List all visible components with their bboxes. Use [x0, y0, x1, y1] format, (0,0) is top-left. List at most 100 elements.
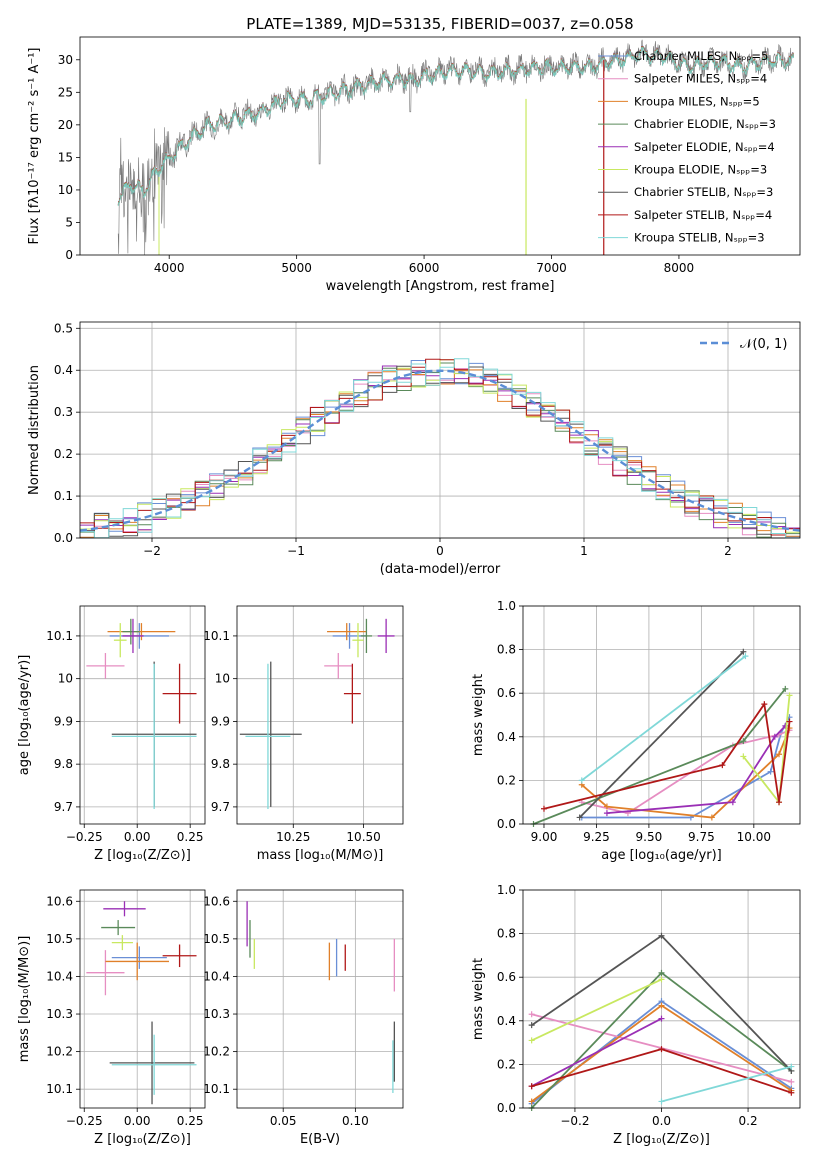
residuals-yticklabel-1: 0.1	[54, 489, 73, 503]
spectrum-legend-label-5: Kroupa ELODIE, Nₛₚₚ=3	[634, 163, 767, 177]
spectrum-yticklabel-2: 10	[58, 183, 73, 197]
residuals-yticklabel-3: 0.3	[54, 405, 73, 419]
weight-vs-age-marker-7-0	[540, 805, 547, 812]
age-vs-Z-xticklabel-0: −0.25	[66, 830, 103, 844]
mass-vs-Z-yticklabel-1: 10.2	[46, 1045, 73, 1059]
age-vs-mass-yticklabel-4: 10.1	[203, 629, 230, 643]
spectrum-yticklabel-6: 30	[58, 53, 73, 67]
weight-vs-Z-marker-6-0	[528, 1022, 535, 1029]
age-vs-Z-axes	[76, 606, 205, 828]
residuals-frame	[79, 321, 801, 539]
weight-vs-age-marker-5-2	[786, 692, 793, 699]
mass-vs-ebv-yticklabel-4: 10.5	[203, 932, 230, 946]
weight-vs-Z-xticklabel-0: −0.2	[560, 1114, 589, 1128]
mass-vs-Z-yticklabel-5: 10.6	[46, 894, 73, 908]
weight-vs-age-yticklabel-4: 0.8	[497, 643, 516, 657]
weight-vs-age-marker-6-0	[576, 814, 583, 821]
weight-vs-age-marker-4-0	[603, 810, 610, 817]
age-vs-mass-xlabel: mass [log₁₀(M/M⊙)]	[257, 848, 384, 863]
spectrum-yticklabel-0: 0	[65, 248, 73, 262]
age-vs-mass-xticklabel-1: 10.50	[346, 830, 380, 844]
residuals-yticklabel-2: 0.2	[54, 447, 73, 461]
weight-vs-Z-xticklabel-2: 0.2	[739, 1114, 758, 1128]
residuals-xlabel: (data-model)/error	[380, 562, 501, 577]
weight-vs-Z-marker-7-0	[528, 1083, 535, 1090]
residuals-xticklabel-4: 2	[724, 544, 732, 558]
mass-vs-Z-xlabel: Z [log₁₀(Z/Z⊙)]	[94, 1132, 191, 1147]
weight-vs-age-marker-7-1	[719, 762, 726, 769]
mass-vs-ebv-yticklabel-3: 10.4	[203, 969, 230, 983]
mass-vs-Z-yticklabel-2: 10.3	[46, 1007, 73, 1021]
weight-vs-age-frame	[522, 605, 801, 825]
weight-vs-age-marker-6-1	[740, 648, 747, 655]
weight-vs-Z-marker-5-0	[528, 1037, 535, 1044]
mass-vs-Z-xticklabel-1: 0.00	[124, 1114, 151, 1128]
weight-vs-Z-yticklabel-1: 0.2	[497, 1057, 516, 1071]
spectrum-yticklabel-3: 15	[58, 150, 73, 164]
weight-vs-age-marker-2-3	[776, 751, 783, 758]
weight-vs-age-xlabel: age [log₁₀(age/yr)]	[601, 848, 722, 863]
weight-vs-Z-marker-1-1	[788, 1078, 795, 1085]
weight-vs-age-xticklabel-4: 10.00	[737, 830, 771, 844]
weight-vs-Z-ylabel: mass weight	[471, 958, 486, 1040]
spectrum-legend-label-4: Salpeter ELODIE, Nₛₚₚ=4	[634, 140, 775, 154]
weight-vs-Z-yticklabel-5: 1.0	[497, 883, 516, 897]
spectrum-ylabel: Flux [fλ10⁻¹⁷ erg cm⁻² s⁻¹ A⁻¹]	[27, 48, 42, 245]
mass-vs-Z-yticklabel-0: 10.1	[46, 1082, 73, 1096]
weight-vs-age-series-8	[581, 655, 746, 782]
mass-vs-ebv-frame	[236, 889, 404, 1109]
spectrum-xticklabel-0: 4000	[154, 261, 185, 275]
age-vs-Z-yticklabel-1: 9.8	[54, 757, 73, 771]
mass-vs-Z-yticklabel-4: 10.5	[46, 932, 73, 946]
spectrum-legend-label-0: Chabrier MILES, Nₛₚₚ=5	[634, 49, 768, 63]
spectrum-xticklabel-2: 6000	[409, 261, 440, 275]
weight-vs-Z-yticklabel-4: 0.8	[497, 927, 516, 941]
residuals-hist-7	[80, 358, 800, 536]
weight-vs-Z-marker-7-1	[658, 1046, 665, 1053]
residuals-xticklabel-2: 0	[436, 544, 444, 558]
weight-vs-Z-marker-2-0	[528, 1098, 535, 1105]
residuals-xticklabel-3: 1	[580, 544, 588, 558]
weight-vs-age-marker-0-2	[767, 768, 774, 775]
mass-vs-ebv-yticklabel-5: 10.6	[203, 894, 230, 908]
weight-vs-Z-marker-1-0	[528, 1011, 535, 1018]
residuals-yticklabel-5: 0.5	[54, 321, 73, 335]
spectrum-legend-label-6: Chabrier STELIB, Nₛₚₚ=3	[634, 185, 773, 199]
weight-vs-age-yticklabel-0: 0.0	[497, 817, 516, 831]
age-vs-Z-xticklabel-1: 0.00	[124, 830, 151, 844]
weight-vs-age-marker-8-0	[578, 777, 585, 784]
weight-vs-age-xticklabel-1: 9.25	[583, 830, 610, 844]
weight-vs-age-marker-8-1	[742, 653, 749, 660]
weight-vs-age-marker-7-2	[761, 701, 768, 708]
spectrum-xticklabel-1: 5000	[281, 261, 312, 275]
weight-vs-age-yticklabel-3: 0.6	[497, 686, 516, 700]
weight-vs-Z-xticklabel-1: 0.0	[652, 1114, 671, 1128]
weight-vs-age-marker-2-1	[603, 803, 610, 810]
weight-vs-age-xticklabel-3: 9.75	[688, 830, 715, 844]
spectrum-legend-label-1: Salpeter MILES, Nₛₚₚ=4	[634, 72, 767, 86]
residuals-xticklabel-0: −2	[143, 544, 161, 558]
weight-vs-age-marker-4-2	[771, 733, 778, 740]
residuals-yticklabel-0: 0.0	[54, 531, 73, 545]
mass-vs-ebv-axes	[233, 890, 403, 1112]
age-vs-Z-yticklabel-0: 9.7	[54, 800, 73, 814]
weight-vs-Z-marker-8-1	[788, 1063, 795, 1070]
weight-vs-Z-series-4	[531, 1017, 662, 1087]
spectrum-legend-label-8: Kroupa STELIB, Nₛₚₚ=3	[634, 231, 765, 245]
mass-vs-ebv-xlabel: E(B-V)	[300, 1132, 340, 1147]
weight-vs-age-ylabel: mass weight	[471, 674, 486, 756]
age-vs-mass-yticklabel-1: 9.8	[211, 757, 230, 771]
spectrum-xticklabel-4: 8000	[664, 261, 695, 275]
spectrum-legend-label-3: Chabrier ELODIE, Nₛₚₚ=3	[634, 117, 776, 131]
weight-vs-Z-yticklabel-2: 0.4	[497, 1014, 516, 1028]
mass-vs-ebv-xticklabel-1: 0.10	[342, 1114, 369, 1128]
weight-vs-age-marker-3-2	[782, 685, 789, 692]
weight-vs-Z-series-8	[661, 1065, 792, 1103]
weight-vs-Z-marker-5-1	[658, 976, 665, 983]
spectrum-xticklabel-3: 7000	[536, 261, 567, 275]
residuals-legend-label: 𝒩(0, 1)	[740, 337, 787, 352]
weight-vs-age-marker-3-1	[740, 738, 747, 745]
residuals-xticklabel-1: −1	[287, 544, 305, 558]
age-vs-mass-xticklabel-0: 10.25	[276, 830, 310, 844]
